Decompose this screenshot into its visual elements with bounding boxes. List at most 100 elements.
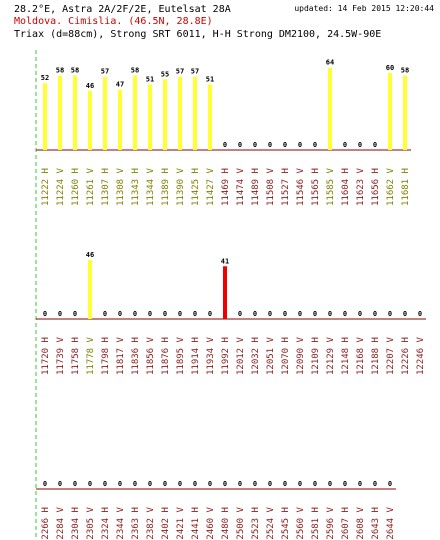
freq-label-12148: 12148 H bbox=[341, 337, 351, 375]
freq-label-11308: 11308 V bbox=[116, 167, 126, 206]
value-label-11222: 52 bbox=[41, 74, 49, 82]
signal-bar-11681 bbox=[403, 75, 407, 150]
freq-label-12070: 12070 H bbox=[281, 337, 291, 375]
freq-label-11425: 11425 H bbox=[191, 168, 201, 206]
freq-label-11222: 11222 H bbox=[41, 168, 51, 206]
signal-bar-11662 bbox=[388, 72, 392, 150]
value-label-12363: 0 bbox=[133, 480, 137, 488]
freq-label-11565: 11565 H bbox=[311, 168, 321, 206]
freq-label-11914: 11914 H bbox=[191, 337, 201, 375]
freq-label-11261: 11261 V bbox=[86, 167, 96, 206]
freq-label-12344: 12344 V bbox=[116, 506, 126, 540]
value-label-11389: 55 bbox=[161, 70, 169, 78]
value-label-12304: 0 bbox=[73, 480, 77, 488]
signal-bar-11427 bbox=[208, 84, 212, 150]
freq-label-12596: 12596 V bbox=[326, 506, 336, 540]
value-label-12460: 0 bbox=[208, 480, 212, 488]
value-label-12480: 0 bbox=[223, 480, 227, 488]
value-label-11817: 0 bbox=[118, 310, 122, 318]
value-label-12382: 0 bbox=[148, 480, 152, 488]
freq-label-11681: 11681 H bbox=[401, 168, 411, 206]
value-label-11778: 46 bbox=[86, 251, 94, 259]
value-label-11343: 58 bbox=[131, 66, 139, 74]
freq-label-12109: 12109 H bbox=[311, 337, 321, 375]
freq-label-11390: 11390 V bbox=[176, 167, 186, 206]
signal-bar-11261 bbox=[88, 90, 92, 150]
signal-bar-11222 bbox=[43, 83, 47, 150]
signal-bar-11343 bbox=[133, 75, 137, 150]
freq-label-12581: 12581 H bbox=[311, 507, 321, 540]
value-label-12266: 0 bbox=[43, 480, 47, 488]
freq-label-12560: 12560 V bbox=[296, 506, 306, 540]
signal-bar-11778 bbox=[88, 259, 92, 319]
value-label-12500: 0 bbox=[238, 480, 242, 488]
freq-label-12246: 12246 V bbox=[416, 336, 426, 375]
satellite-title: 28.2°E, Astra 2A/2F/2E, Eutelsat 28A bbox=[14, 4, 231, 15]
value-label-11261: 46 bbox=[86, 82, 94, 90]
value-label-11260: 58 bbox=[71, 66, 79, 74]
value-label-12607: 0 bbox=[343, 480, 347, 488]
value-label-11758: 0 bbox=[73, 310, 77, 318]
value-label-11427: 51 bbox=[206, 75, 214, 83]
value-label-12226: 0 bbox=[403, 310, 407, 318]
freq-label-12523: 12523 H bbox=[251, 507, 261, 540]
freq-label-12032: 12032 H bbox=[251, 337, 261, 375]
value-label-12644: 0 bbox=[388, 480, 392, 488]
freq-label-12284: 12284 V bbox=[56, 506, 66, 540]
freq-label-11817: 11817 V bbox=[116, 336, 126, 375]
value-label-11720: 0 bbox=[43, 310, 47, 318]
value-label-11469: 0 bbox=[223, 141, 227, 149]
freq-label-11623: 11623 V bbox=[356, 167, 366, 206]
value-label-12188: 0 bbox=[373, 310, 377, 318]
value-label-11992: 41 bbox=[221, 257, 229, 265]
freq-label-11307: 11307 H bbox=[101, 168, 111, 206]
freq-label-11856: 11856 V bbox=[146, 336, 156, 375]
value-label-12148: 0 bbox=[343, 310, 347, 318]
dish-setup-line: Triax (d=88cm), Strong SRT 6011, H-H Str… bbox=[14, 29, 382, 40]
value-label-11895: 0 bbox=[178, 310, 182, 318]
freq-label-11895: 11895 V bbox=[176, 336, 186, 375]
value-label-11390: 57 bbox=[176, 68, 184, 76]
freq-label-12226: 12226 H bbox=[401, 337, 411, 375]
freq-label-12607: 12607 H bbox=[341, 507, 351, 540]
value-label-11681: 58 bbox=[401, 66, 409, 74]
freq-label-11604: 11604 H bbox=[341, 168, 351, 206]
value-label-11307: 57 bbox=[101, 68, 109, 76]
freq-label-11344: 11344 V bbox=[146, 167, 156, 206]
value-label-11585: 64 bbox=[326, 59, 334, 67]
value-label-12421: 0 bbox=[178, 480, 182, 488]
freq-label-12460: 12460 V bbox=[206, 506, 216, 540]
value-label-12070: 0 bbox=[283, 310, 287, 318]
signal-bar-11390 bbox=[178, 76, 182, 150]
value-label-12284: 0 bbox=[58, 480, 62, 488]
signal-bar-11224 bbox=[58, 75, 62, 150]
freq-label-12207: 12207 V bbox=[386, 336, 396, 375]
freq-label-11836: 11836 H bbox=[131, 337, 141, 375]
updated-timestamp: updated: 14 Feb 2015 12:20:44 bbox=[294, 4, 434, 13]
value-label-11604: 0 bbox=[343, 141, 347, 149]
freq-label-12051: 12051 V bbox=[266, 336, 276, 375]
value-label-12032: 0 bbox=[253, 310, 257, 318]
value-label-12324: 0 bbox=[103, 480, 107, 488]
signal-bar-11425 bbox=[193, 76, 197, 150]
freq-label-12480: 12480 H bbox=[221, 507, 231, 540]
value-label-11656: 0 bbox=[373, 141, 377, 149]
signal-bar-11389 bbox=[163, 79, 167, 150]
freq-label-12168: 12168 V bbox=[356, 336, 366, 375]
location-line: Moldova. Cimislia. (46.5N, 28.8E) bbox=[14, 16, 213, 27]
value-label-12643: 0 bbox=[373, 480, 377, 488]
freq-label-11662: 11662 V bbox=[386, 167, 396, 206]
freq-label-11527: 11527 H bbox=[281, 168, 291, 206]
value-label-11856: 0 bbox=[148, 310, 152, 318]
freq-label-11343: 11343 H bbox=[131, 168, 141, 206]
freq-label-12305: 12305 V bbox=[86, 506, 96, 540]
freq-label-12129: 12129 V bbox=[326, 336, 336, 375]
value-label-11224: 58 bbox=[56, 66, 64, 74]
value-label-11876: 0 bbox=[163, 310, 167, 318]
value-label-11623: 0 bbox=[358, 141, 362, 149]
value-label-12207: 0 bbox=[388, 310, 392, 318]
freq-label-11474: 11474 V bbox=[236, 167, 246, 206]
value-label-12168: 0 bbox=[358, 310, 362, 318]
value-label-11508: 0 bbox=[268, 141, 272, 149]
